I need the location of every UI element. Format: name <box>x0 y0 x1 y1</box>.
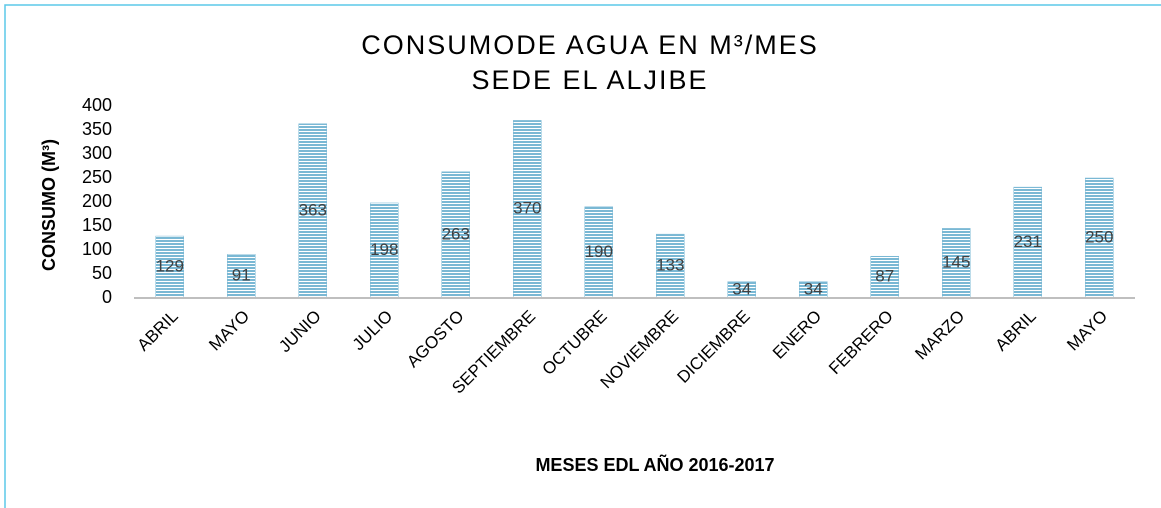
data-label: 34 <box>804 279 823 298</box>
data-label: 363 <box>299 200 327 219</box>
x-tick-label: DICIEMBRE <box>674 307 754 387</box>
bar <box>441 171 470 299</box>
y-tick-label: 150 <box>82 215 112 235</box>
x-tick-label: MARZO <box>911 307 968 364</box>
bar <box>584 206 613 299</box>
y-tick-label: 100 <box>82 239 112 259</box>
data-label: 198 <box>370 240 398 259</box>
y-tick-label: 0 <box>102 287 112 307</box>
x-tick-label: ABRIL <box>134 307 182 355</box>
x-axis-title: MESES EDL AÑO 2016-2017 <box>535 454 774 475</box>
bar <box>870 255 899 299</box>
bar <box>370 202 399 299</box>
y-tick-label: 350 <box>82 119 112 139</box>
y-tick-label: 200 <box>82 191 112 211</box>
data-label: 145 <box>942 253 970 272</box>
data-label: 250 <box>1085 227 1113 246</box>
y-tick-label: 300 <box>82 143 112 163</box>
data-label: 129 <box>156 257 184 276</box>
x-tick-label: ABRIL <box>992 307 1040 355</box>
data-label: 87 <box>875 267 894 286</box>
bar <box>1085 177 1114 299</box>
chart-title: CONSUMODE AGUA EN M³/MES <box>361 30 819 60</box>
x-tick-label: JULIO <box>349 307 397 355</box>
chart-subtitle: SEDE EL ALJIBE <box>471 65 708 95</box>
data-label: 231 <box>1014 232 1042 251</box>
data-label: 263 <box>442 224 470 243</box>
bar <box>1013 186 1042 299</box>
x-tick-label: ENERO <box>769 307 825 363</box>
x-tick-label: FEBRERO <box>825 307 897 379</box>
data-label: 34 <box>732 279 751 298</box>
y-axis-title: CONSUMO (M³) <box>39 139 59 271</box>
bar <box>513 120 542 299</box>
frame <box>4 4 1161 508</box>
data-label: 91 <box>232 266 251 285</box>
data-label: 133 <box>656 256 684 275</box>
data-label: 190 <box>585 242 613 261</box>
x-tick-label: MAYO <box>1063 307 1111 355</box>
bar <box>942 228 971 299</box>
bar <box>227 254 256 299</box>
x-tick-label: MAYO <box>205 307 253 355</box>
data-label: 370 <box>513 199 541 218</box>
x-tick-label: AGOSTO <box>403 307 468 372</box>
y-tick-label: 250 <box>82 167 112 187</box>
bar <box>656 233 685 299</box>
x-tick-label: JUNIO <box>275 307 324 356</box>
y-tick-label: 400 <box>82 95 112 115</box>
x-tick-label: OCTUBRE <box>539 307 611 379</box>
y-tick-label: 50 <box>92 263 112 283</box>
